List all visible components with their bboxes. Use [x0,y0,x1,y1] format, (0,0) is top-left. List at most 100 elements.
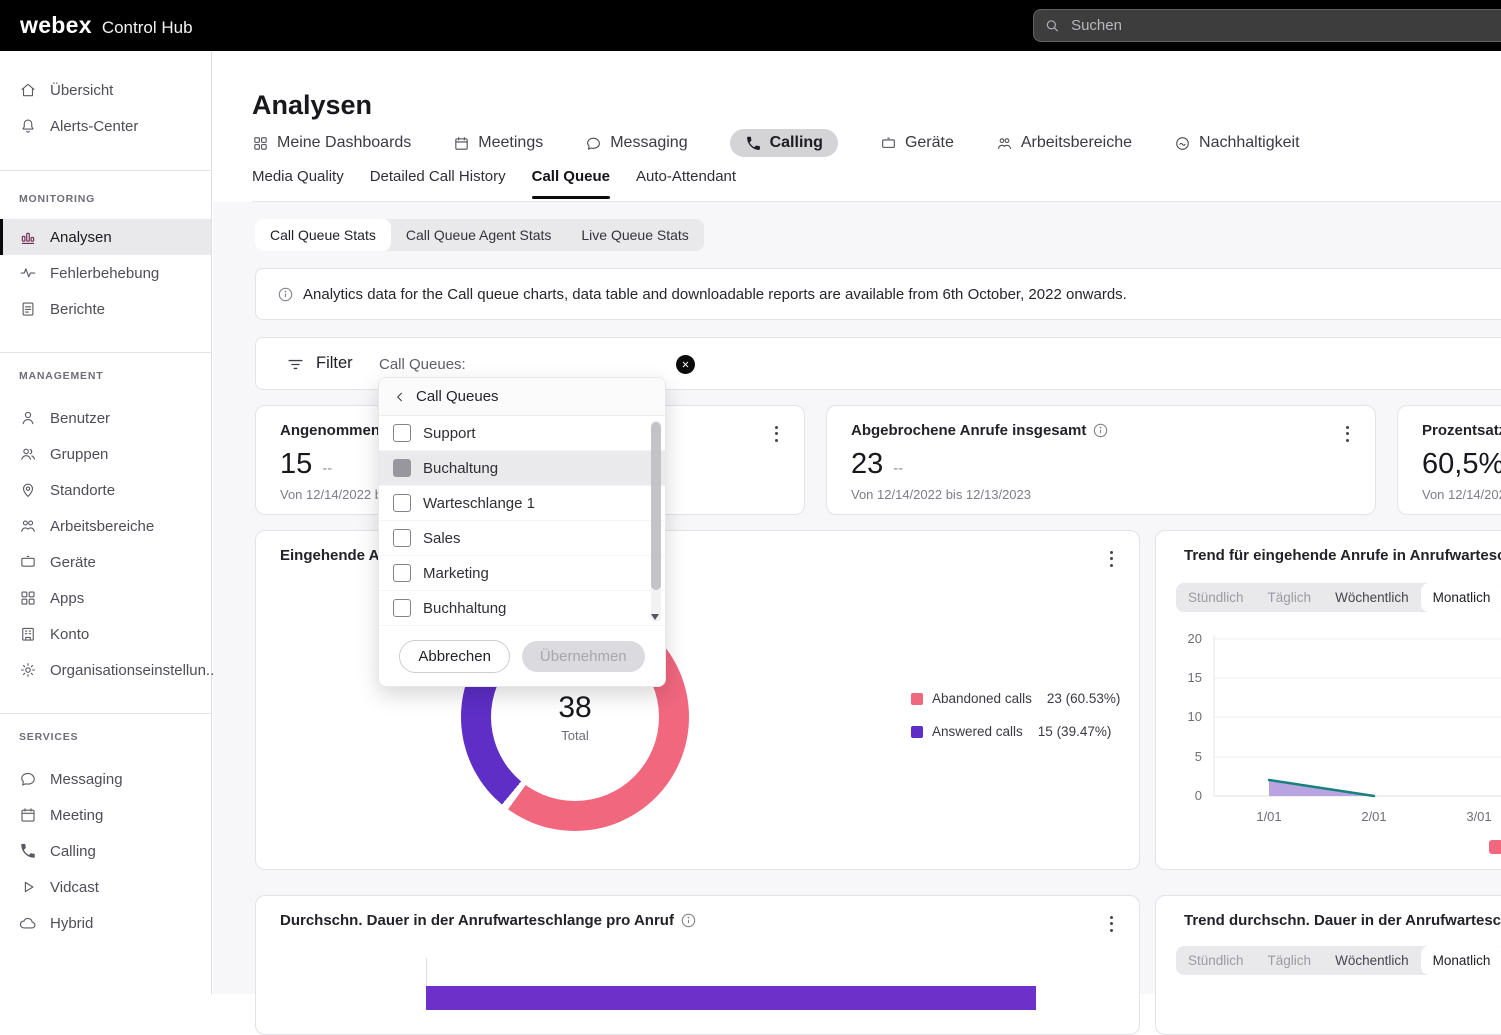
checkbox[interactable] [393,599,411,617]
segment-call-queue-agent-stats[interactable]: Call Queue Agent Stats [405,227,552,243]
tab-calling-active[interactable]: Calling [729,129,838,157]
filter-field-call-queues[interactable]: Call Queues: [379,356,466,373]
sidebar-section-services: SERVICES [19,731,79,743]
product-name: Control Hub [101,18,193,37]
segment-stuendlich[interactable]: Stündlich [1188,590,1244,605]
card-title: Trend für eingehende Anrufe in Anrufwart… [1184,547,1501,564]
apply-button-disabled[interactable]: Übernehmen [521,640,645,672]
scrollbar-thumb[interactable] [651,422,661,590]
sidebar-item-berichte[interactable]: Berichte [0,291,211,327]
donut-total-label: Total [561,728,589,743]
filter-label: Filter [316,354,353,372]
checkbox[interactable] [393,424,411,442]
y-tick: 5 [1195,749,1202,764]
kpi-card-abandon-percentage: Prozentsatz ab 60,5% - Von 12/14/2022 b [1397,405,1501,515]
sidebar-item-apps[interactable]: Apps [0,580,211,616]
option-label: Sales [423,529,461,547]
kebab-menu-icon[interactable] [1106,547,1117,571]
subtab-media-quality[interactable]: Media Quality [252,168,344,185]
sidebar-item-geraete[interactable]: Geräte [0,544,211,580]
sidebar-item-hybrid[interactable]: Hybrid [0,905,211,941]
sidebar-item-vidcast[interactable]: Vidcast [0,869,211,905]
legend-item-abandoned: Abandoned calls 23 (60.53%) [911,691,1120,706]
subtab-detailed-call-history[interactable]: Detailed Call History [369,168,506,185]
sidebar-section-monitoring: MONITORING [19,193,96,205]
tab-label: Arbeitsbereiche [1020,134,1133,151]
checkbox[interactable] [393,529,411,547]
segment-live-queue-stats[interactable]: Live Queue Stats [581,227,689,243]
sidebar-item-arbeitsbereiche[interactable]: Arbeitsbereiche [0,508,211,544]
sidebar-item-uebersicht[interactable]: Übersicht [0,72,211,108]
tab-nachhaltigkeit[interactable]: Nachhaltigkeit [1174,134,1300,152]
sidebar-divider [0,352,211,353]
dropdown-option-sales[interactable]: Sales [379,521,665,556]
legend-label: Answered calls [932,724,1023,739]
dropdown-header[interactable]: Call Queues [379,378,665,416]
tab-meine-dashboards[interactable]: Meine Dashboards [252,134,411,152]
tab-geraete[interactable]: Geräte [880,134,954,152]
calendar-icon [455,136,468,150]
checkbox[interactable] [393,564,411,582]
subtab-call-queue-active[interactable]: Call Queue [531,168,611,199]
bell-icon [22,119,34,133]
location-pin-icon [22,483,34,497]
segment-taeglich[interactable]: Täglich [1267,953,1312,968]
subtab-divider [252,201,1501,202]
kebab-menu-icon[interactable] [771,422,782,446]
sidebar-item-messaging[interactable]: Messaging [0,761,211,797]
checkbox[interactable] [393,494,411,512]
segment-woechentlich[interactable]: Wöchentlich [1335,953,1409,968]
global-search[interactable] [1033,9,1501,42]
segment-monatlich-active[interactable]: Monatlich [1420,583,1501,612]
sidebar-item-fehlerbehebung[interactable]: Fehlerbehebung [0,255,211,291]
sidebar-item-organisationseinstellungen[interactable]: Organisationseinstellun... [0,652,218,688]
dropdown-option-buchaltung-selected[interactable]: Buchaltung [379,451,665,486]
kpi-value: 23 [851,448,884,480]
y-tick: 10 [1188,709,1202,724]
sidebar-item-meeting[interactable]: Meeting [0,797,211,833]
sidebar-item-konto[interactable]: Konto [0,616,211,652]
tab-arbeitsbereiche[interactable]: Arbeitsbereiche [996,134,1132,152]
gear-icon [21,663,35,677]
sidebar-item-benutzer[interactable]: Benutzer [0,400,211,436]
building-icon [22,627,34,641]
tab-messaging[interactable]: Messaging [585,134,688,152]
sidebar-item-label: Calling [50,842,96,860]
segment-woechentlich[interactable]: Wöchentlich [1335,590,1409,605]
filter-clear-button[interactable] [676,355,695,374]
segment-call-queue-stats-active[interactable]: Call Queue Stats [255,219,391,251]
chat-bubble-icon [587,137,601,150]
dropdown-option-support[interactable]: Support [379,416,665,451]
segment-taeglich[interactable]: Täglich [1267,590,1312,605]
tab-meetings[interactable]: Meetings [453,134,543,152]
sidebar-item-calling[interactable]: Calling [0,833,211,869]
sidebar-item-alerts-center[interactable]: Alerts-Center [0,108,211,144]
legend-value: 23 (60.53%) [1046,691,1121,706]
info-icon [681,913,696,928]
kebab-menu-icon[interactable] [1342,422,1353,446]
sidebar-section-management: MANAGEMENT [19,370,104,382]
y-tick: 0 [1195,788,1202,803]
dropdown-option-warteschlange-1[interactable]: Warteschlange 1 [379,486,665,521]
scroll-down-arrow-icon[interactable] [651,614,659,620]
scrollbar-track[interactable] [651,420,661,622]
segment-stuendlich[interactable]: Stündlich [1188,953,1244,968]
sidebar-item-label: Fehlerbehebung [50,264,160,282]
sidebar-item-gruppen[interactable]: Gruppen [0,436,211,472]
cancel-button[interactable]: Abbrechen [399,639,510,673]
dropdown-option-list: Support Buchaltung Warteschlange 1 Sales… [379,416,665,626]
sidebar-item-standorte[interactable]: Standorte [0,472,211,508]
search-input[interactable] [1069,16,1501,35]
dashboard-icon [254,136,267,150]
sidebar-item-label: Apps [50,589,85,607]
dropdown-option-marketing[interactable]: Marketing [379,556,665,591]
chat-bubble-icon [21,772,35,786]
dropdown-option-buchhaltung[interactable]: Buchhaltung [379,591,665,626]
kebab-menu-icon[interactable] [1106,912,1117,936]
kpi-date-range: Von 12/14/2022 bis 12/13/2023 [851,487,1031,502]
sidebar-item-analysen[interactable]: Analysen [0,219,211,255]
segment-monatlich-active[interactable]: Monatlich [1420,946,1501,975]
y-tick: 15 [1188,670,1202,685]
subtab-auto-attendant[interactable]: Auto-Attendant [635,168,737,185]
checkbox-checked[interactable] [393,459,411,477]
